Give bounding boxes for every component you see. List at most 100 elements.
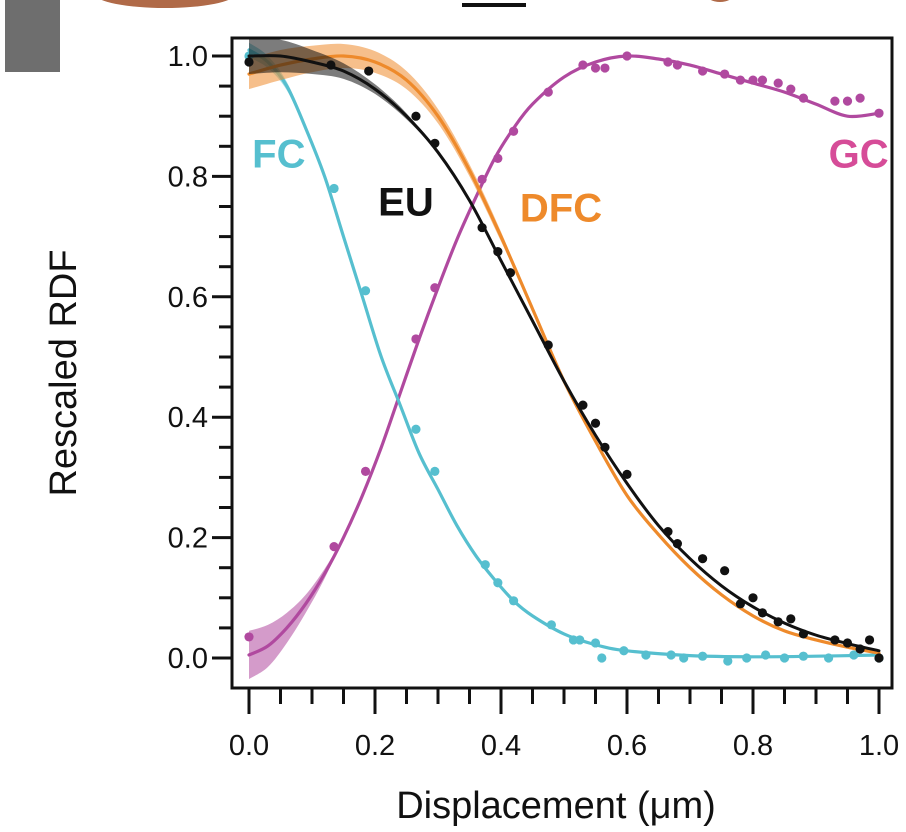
cropped-image-fragment-left — [101, 0, 229, 8]
point-gc — [411, 334, 421, 344]
point-fc — [597, 653, 607, 663]
cropped-panel-fragment — [5, 0, 60, 72]
x-tick-label: 0.2 — [355, 730, 395, 762]
y-tick-label: 0.8 — [168, 161, 208, 193]
series-eu — [244, 38, 884, 663]
y-tick-label: 0.0 — [168, 643, 208, 675]
fit-line-fc — [247, 48, 881, 659]
point-fc — [329, 183, 339, 194]
point-eu — [735, 599, 746, 609]
series-dfc — [247, 43, 881, 655]
x-tick-label: 1.0 — [859, 730, 899, 762]
point-eu — [748, 593, 758, 603]
label-eu: EU — [378, 181, 434, 225]
point-gc — [600, 63, 610, 73]
point-eu — [864, 635, 875, 645]
label-dfc: DFC — [520, 187, 602, 231]
point-gc — [720, 69, 730, 79]
point-eu — [798, 629, 809, 639]
plot-frame — [230, 36, 894, 690]
point-eu — [786, 614, 796, 624]
y-tick-label: 0.4 — [168, 402, 208, 434]
series-labels: FC EU DFC GC — [252, 132, 888, 230]
point-eu — [830, 635, 840, 645]
point-fc — [568, 635, 579, 645]
point-gc — [757, 75, 768, 85]
point-gc — [698, 66, 708, 76]
point-gc — [672, 60, 683, 70]
point-fc — [666, 650, 676, 660]
point-eu — [855, 644, 865, 654]
x-tick-label: 0.8 — [733, 730, 773, 762]
point-eu — [773, 617, 783, 627]
point-eu — [698, 554, 708, 564]
point-eu — [477, 222, 487, 233]
point-gc — [578, 60, 588, 70]
point-gc — [244, 632, 254, 642]
y-tick-label: 1.0 — [168, 41, 208, 73]
fit-line-dfc — [247, 54, 881, 655]
point-eu — [578, 400, 588, 410]
band-gc — [249, 537, 344, 680]
point-fc — [411, 424, 421, 434]
point-eu — [672, 539, 683, 549]
point-gc — [830, 96, 840, 106]
x-tick-label: 0.4 — [481, 730, 521, 762]
point-eu — [493, 247, 503, 257]
point-eu — [842, 638, 853, 648]
y-axis-title: Rescaled RDF — [43, 249, 85, 496]
point-fc — [493, 578, 503, 588]
point-fc — [679, 653, 689, 663]
point-fc — [430, 466, 440, 476]
point-gc — [360, 466, 371, 476]
point-eu — [622, 469, 632, 479]
point-fc — [590, 638, 601, 648]
point-fc — [723, 656, 733, 666]
fit-line-gc — [247, 54, 881, 657]
point-eu — [720, 566, 730, 576]
point-eu — [663, 526, 673, 537]
label-gc: GC — [829, 132, 889, 176]
axes: 0.0 0.2 0.4 0.6 0.8 1.0 0.0 0.2 0.4 0.6 0.8 1.0 Disp… — [43, 36, 899, 827]
point-gc — [622, 51, 632, 61]
point-eu — [505, 268, 516, 278]
point-gc — [735, 75, 746, 85]
point-fc — [619, 646, 629, 656]
point-gc — [329, 542, 339, 552]
point-eu — [757, 608, 768, 618]
point-eu — [600, 442, 610, 452]
point-gc — [508, 126, 519, 136]
point-fc — [849, 650, 859, 660]
point-fc — [508, 596, 519, 606]
point-fc — [546, 620, 557, 630]
point-fc — [761, 650, 771, 660]
fit-line-eu — [247, 54, 881, 653]
x-axis-title: Displacement (μm) — [396, 785, 716, 827]
point-gc — [748, 75, 758, 85]
point-eu — [590, 418, 601, 428]
point-eu — [364, 66, 374, 76]
point-gc — [493, 153, 503, 163]
point-fc — [480, 560, 490, 570]
point-fc — [798, 651, 809, 661]
point-gc — [590, 63, 601, 73]
point-fc — [824, 653, 834, 663]
point-gc — [798, 93, 809, 103]
point-eu — [874, 653, 884, 663]
point-gc — [773, 78, 783, 88]
x-tick-label: 0.6 — [607, 730, 647, 762]
scale-bar-fragment — [462, 3, 526, 7]
point-fc — [575, 635, 585, 645]
series-fc — [244, 42, 884, 666]
point-eu — [411, 111, 421, 121]
x-tick-label: 0.0 — [229, 730, 269, 762]
point-gc — [786, 84, 796, 94]
plot-area — [244, 38, 884, 680]
point-fc — [742, 653, 752, 663]
series-gc — [244, 51, 884, 680]
y-tick-label: 0.2 — [168, 523, 208, 555]
point-gc — [477, 174, 487, 185]
cropped-image-fragment-right — [710, 0, 730, 2]
band-eu — [249, 38, 438, 153]
